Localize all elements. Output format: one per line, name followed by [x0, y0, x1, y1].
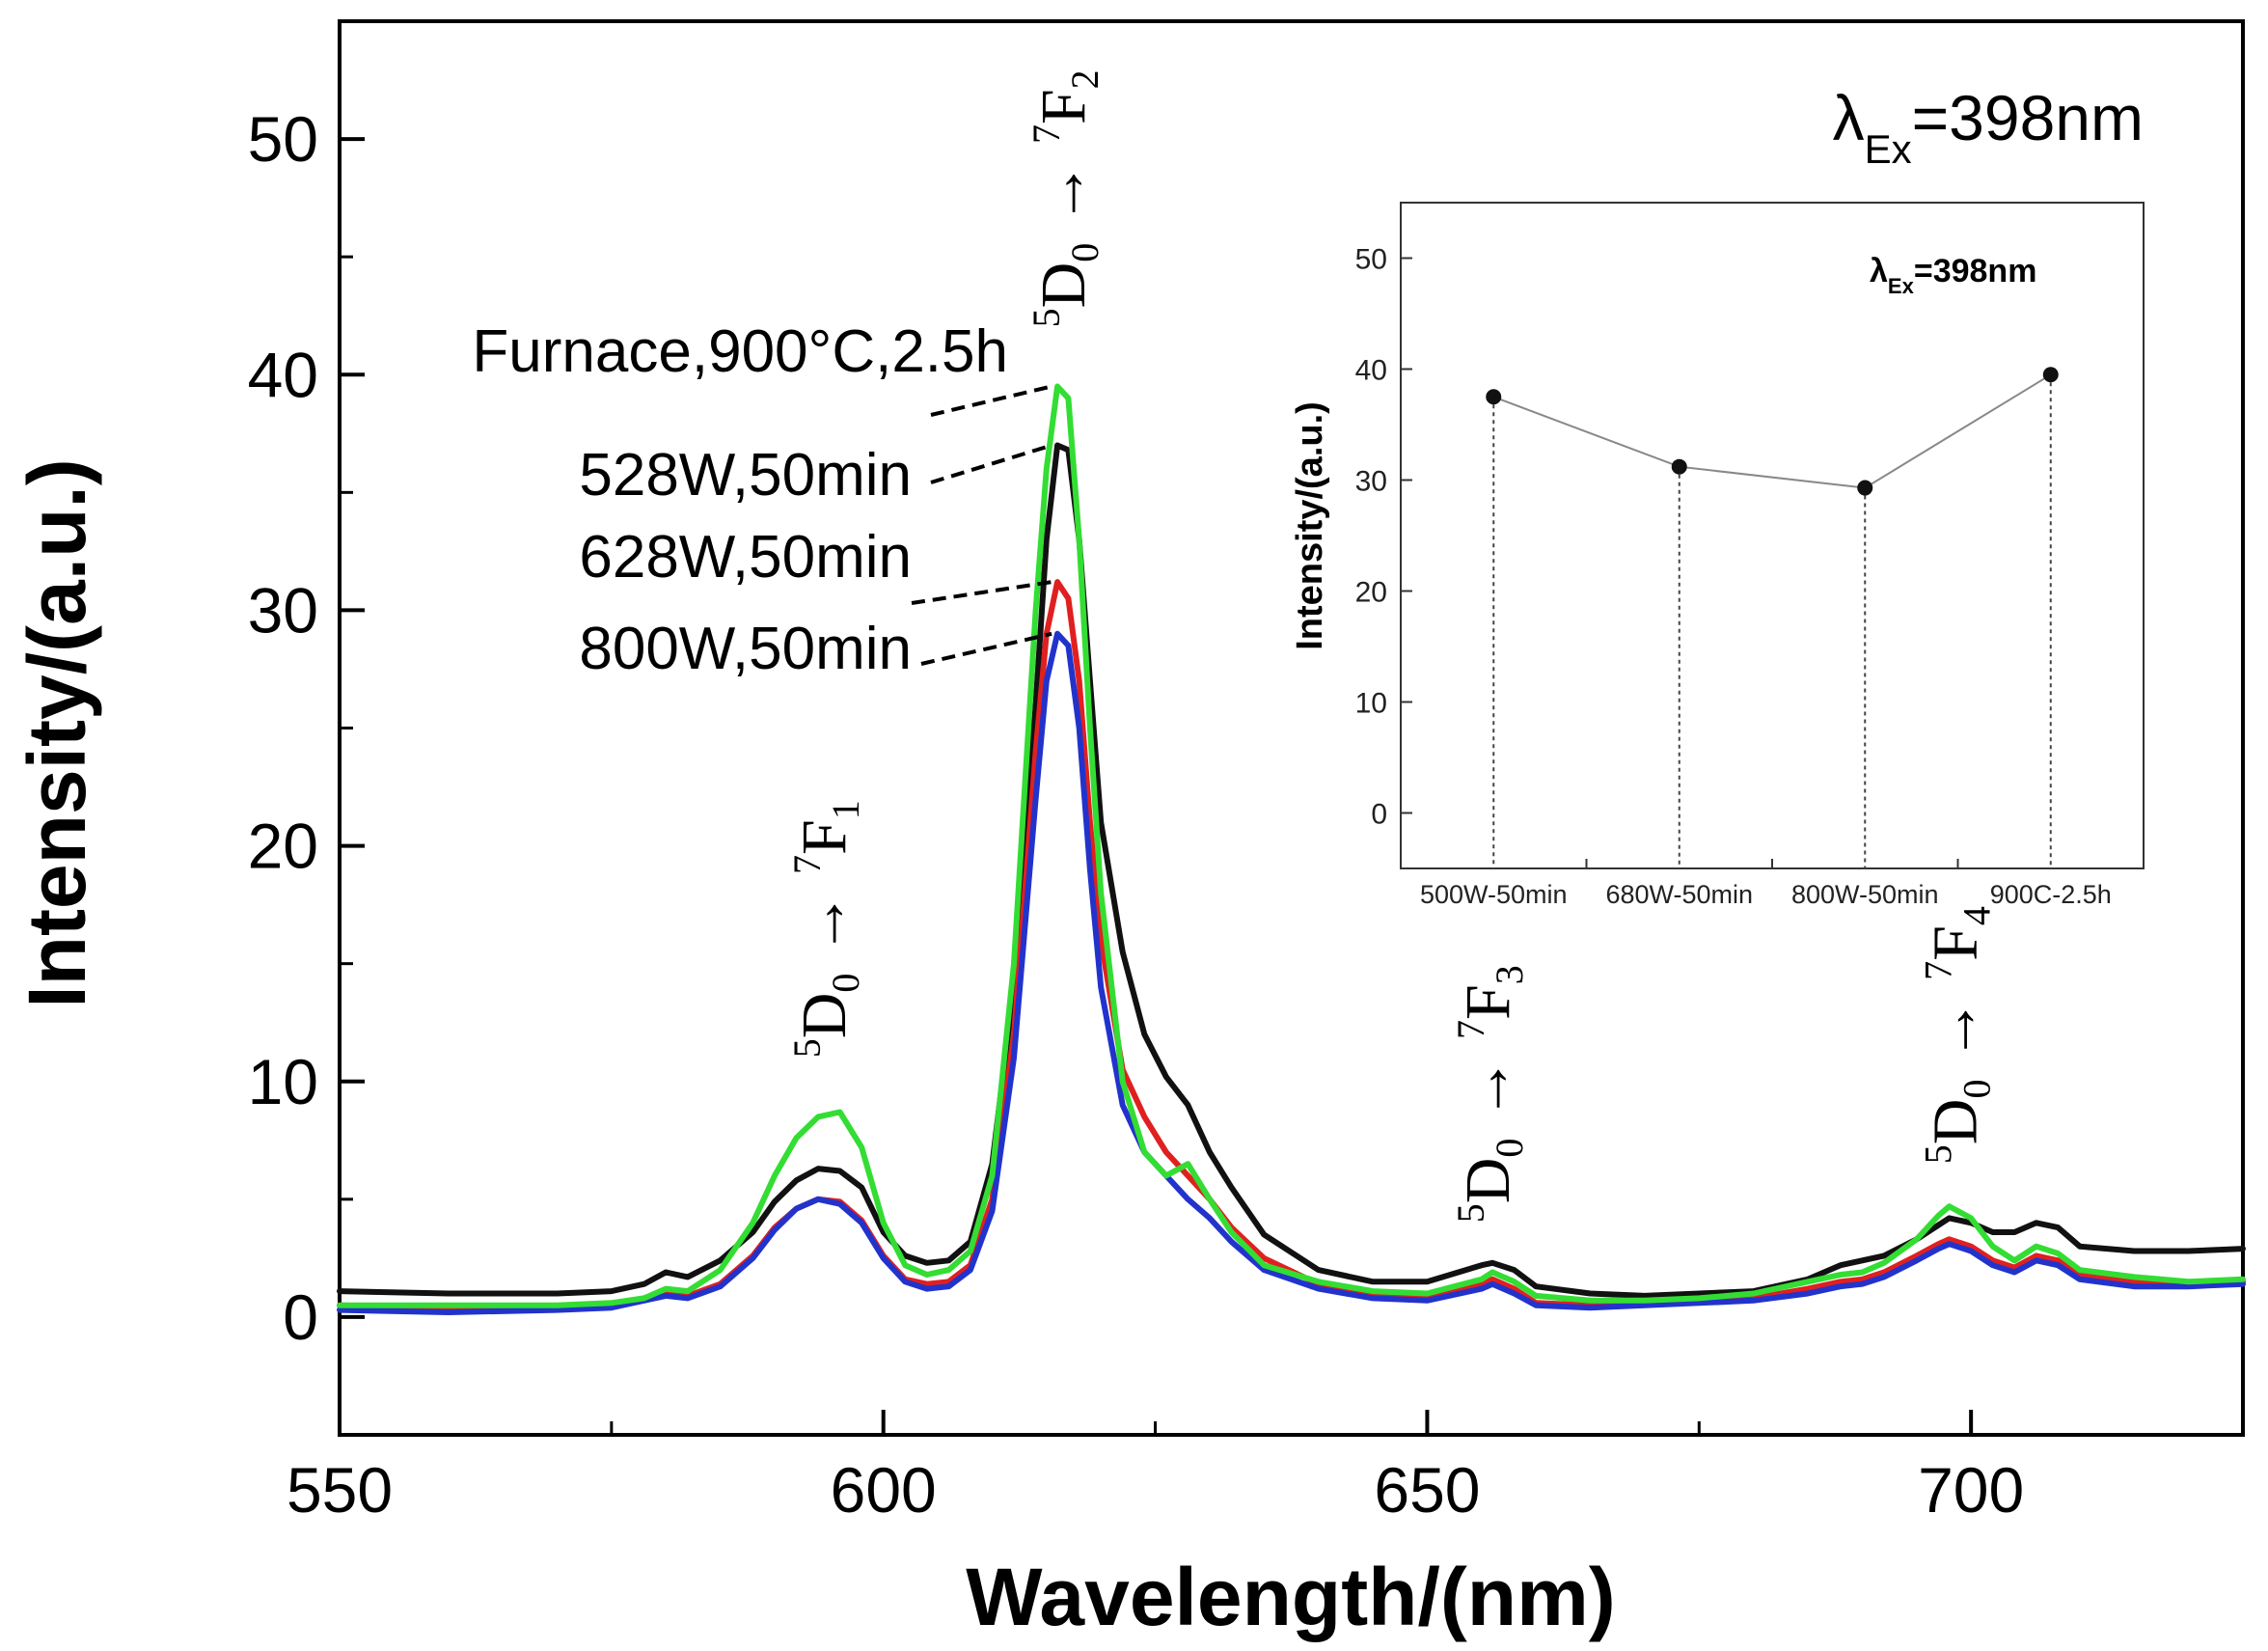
transition-text: 5D0 → 7F4 — [1917, 906, 1999, 1164]
transition-text: 5D0 → 7F2 — [1025, 69, 1107, 327]
y-tick-label: 50 — [248, 103, 318, 175]
legend-label-528w: 528W,50min — [579, 442, 912, 509]
inset-x-tick-label: 500W-50min — [1420, 880, 1568, 909]
inset-x-tick-label: 900C-2.5h — [1990, 880, 2112, 909]
inset-lambda-symbol: λ — [1870, 253, 1888, 289]
inset-frame — [1400, 202, 2145, 869]
legend-label-628w: 628W,50min — [579, 524, 912, 591]
transition-label-D0-F4: 5D0 → 7F4 — [1917, 906, 1999, 1164]
excitation-value: =398nm — [1912, 82, 2144, 153]
legend-leader-furnace — [930, 384, 1052, 417]
transition-label-D0-F1: 5D0 → 7F1 — [785, 800, 867, 1058]
inset-lambda-subscript: Ex — [1888, 274, 1915, 298]
inset-data-point — [1486, 389, 1502, 405]
x-tick-label: 650 — [1374, 1454, 1480, 1526]
series-line-3 — [337, 383, 2246, 1308]
main-axes: 550 600 650 700 0 10 20 30 40 50 — [248, 19, 2024, 1526]
inset-x-tick-label: 800W-50min — [1791, 880, 1939, 909]
series-line-2 — [337, 630, 2246, 1315]
inset-data-point — [2042, 367, 2059, 383]
legend-label-800w: 800W,50min — [579, 616, 912, 682]
inset-series-line — [1492, 373, 2052, 489]
lambda-symbol: λ — [1833, 82, 1865, 153]
x-axis-title: Wavelength/(nm) — [966, 1552, 1616, 1642]
inset-data-point — [1671, 458, 1687, 475]
inset-y-tick-label: 30 — [1355, 466, 1387, 498]
y-tick-label: 40 — [248, 339, 318, 410]
legend-leader-628w — [911, 580, 1052, 605]
transition-label-D0-F3: 5D0 → 7F3 — [1449, 965, 1531, 1223]
inset-y-tick-label: 10 — [1355, 688, 1387, 720]
excitation-annotation: λEx=398nm — [1833, 82, 2144, 172]
inset-excitation-annotation: λEx=398nm — [1870, 253, 2036, 298]
y-tick-label: 10 — [248, 1046, 318, 1117]
x-tick-label: 600 — [831, 1454, 937, 1526]
series-line-0 — [337, 442, 2246, 1299]
legend-leader-528w — [930, 443, 1052, 484]
inset-y-axis-title: Intensity/(a.u.) — [1290, 401, 1330, 650]
transition-label-D0-F2: 5D0 → 7F2 — [1025, 69, 1107, 327]
inset-excitation-value: =398nm — [1914, 253, 2037, 289]
inset-x-tick-label: 680W-50min — [1605, 880, 1753, 909]
x-tick-label: 700 — [1918, 1454, 2024, 1526]
y-tick-label: 20 — [248, 811, 318, 882]
y-axis-title: Intensity/(a.u.) — [12, 458, 102, 1007]
inset-data-point — [1857, 480, 1873, 496]
y-tick-label: 0 — [283, 1281, 318, 1353]
inset-y-tick-label: 40 — [1355, 355, 1387, 387]
inset-y-tick-label: 50 — [1355, 244, 1387, 276]
inset-plot: 0 10 20 30 40 50 500W-50min 680W-50min 800W-50mi… — [1355, 244, 2145, 909]
y-tick-label: 30 — [248, 574, 318, 646]
transition-text: 5D0 → 7F1 — [785, 800, 867, 1058]
lambda-subscript: Ex — [1865, 126, 1912, 172]
inset-y-tick-label: 0 — [1371, 799, 1387, 831]
inset-y-tick-label: 20 — [1355, 577, 1387, 609]
legend-label-furnace: Furnace,900°C,2.5h — [472, 318, 1008, 385]
legend-leader-800w — [920, 631, 1052, 666]
main-series-group — [337, 383, 2246, 1315]
transition-text: 5D0 → 7F3 — [1449, 965, 1531, 1223]
main-annotations: Furnace,900°C,2.5h 528W,50min 628W,50min 80… — [472, 69, 1998, 1223]
x-tick-label: 550 — [287, 1454, 393, 1526]
